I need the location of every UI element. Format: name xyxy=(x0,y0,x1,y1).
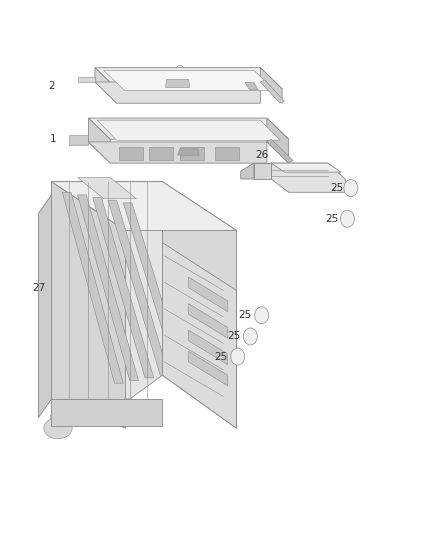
Polygon shape xyxy=(260,68,282,103)
Circle shape xyxy=(344,180,358,197)
Text: 27: 27 xyxy=(32,282,45,293)
Circle shape xyxy=(340,211,354,227)
Text: 25: 25 xyxy=(238,310,252,320)
Text: 25: 25 xyxy=(215,352,228,361)
Text: 25: 25 xyxy=(330,183,343,193)
Polygon shape xyxy=(51,182,162,399)
Polygon shape xyxy=(51,182,237,230)
Polygon shape xyxy=(51,182,125,428)
Polygon shape xyxy=(271,163,345,192)
Polygon shape xyxy=(88,118,110,163)
Polygon shape xyxy=(254,163,271,179)
Circle shape xyxy=(254,307,268,324)
Polygon shape xyxy=(162,182,237,428)
Polygon shape xyxy=(241,163,254,179)
Polygon shape xyxy=(51,399,162,425)
Polygon shape xyxy=(95,82,260,103)
Polygon shape xyxy=(62,192,123,383)
Polygon shape xyxy=(271,163,341,172)
Polygon shape xyxy=(69,135,88,144)
FancyBboxPatch shape xyxy=(171,70,188,84)
Polygon shape xyxy=(149,147,173,160)
Polygon shape xyxy=(178,149,199,155)
Polygon shape xyxy=(166,79,190,87)
Text: 1: 1 xyxy=(50,134,57,144)
Polygon shape xyxy=(245,83,258,90)
Text: 26: 26 xyxy=(255,150,268,160)
Polygon shape xyxy=(267,118,289,163)
Polygon shape xyxy=(119,147,143,160)
Polygon shape xyxy=(188,330,228,365)
Text: 25: 25 xyxy=(227,332,240,342)
Polygon shape xyxy=(188,304,228,338)
Polygon shape xyxy=(95,68,117,103)
Polygon shape xyxy=(104,70,275,91)
Text: 2: 2 xyxy=(48,81,55,91)
Polygon shape xyxy=(78,177,136,199)
Polygon shape xyxy=(78,195,138,381)
Polygon shape xyxy=(88,118,289,139)
Circle shape xyxy=(90,181,100,193)
Ellipse shape xyxy=(44,418,72,439)
Polygon shape xyxy=(188,351,228,386)
Polygon shape xyxy=(108,200,169,375)
Polygon shape xyxy=(78,77,95,82)
Polygon shape xyxy=(97,120,280,140)
Polygon shape xyxy=(95,68,282,89)
Polygon shape xyxy=(162,243,237,428)
Polygon shape xyxy=(180,147,204,160)
Polygon shape xyxy=(188,277,228,312)
Polygon shape xyxy=(93,198,154,378)
Polygon shape xyxy=(39,195,51,418)
Polygon shape xyxy=(88,142,267,163)
Polygon shape xyxy=(260,80,284,103)
Polygon shape xyxy=(267,139,293,163)
Text: 25: 25 xyxy=(325,214,339,224)
Circle shape xyxy=(244,328,257,345)
Circle shape xyxy=(231,348,245,365)
Polygon shape xyxy=(123,203,184,373)
Polygon shape xyxy=(215,147,239,160)
